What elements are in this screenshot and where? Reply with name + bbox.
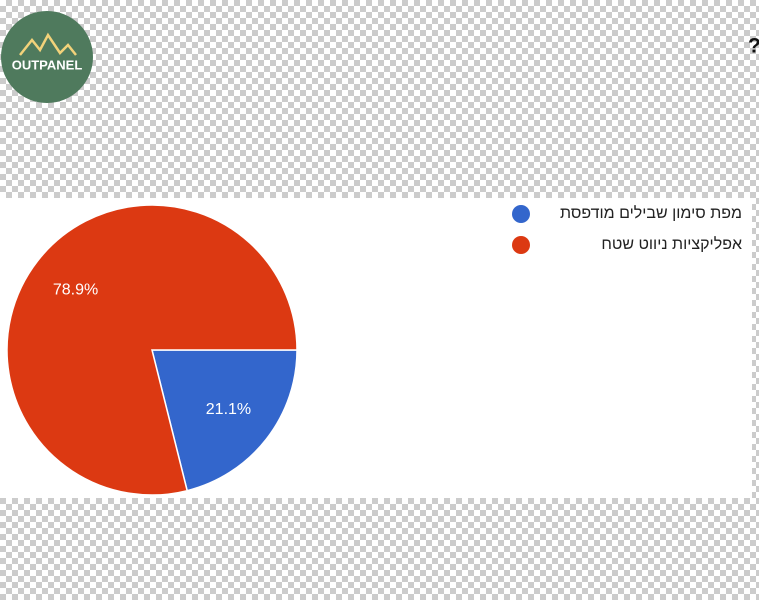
- logo-mountains: [19, 32, 77, 56]
- slice-label: 21.1%: [206, 401, 251, 418]
- legend-marker: [512, 205, 530, 223]
- logo-badge: [1, 11, 93, 103]
- legend-label: מפת סימון שבילים מודפסת: [560, 204, 742, 222]
- legend-marker: [512, 236, 530, 254]
- slice-label: 78.9%: [53, 282, 98, 299]
- pie-slice: [151, 349, 298, 492]
- pie-slice: [6, 204, 298, 496]
- chart-title: כיצד את/ה מנווט בטיול?: [748, 35, 759, 58]
- logo-text: OUTPANEL: [12, 57, 83, 72]
- legend-label: אפליקציות ניווט שטח: [601, 235, 742, 253]
